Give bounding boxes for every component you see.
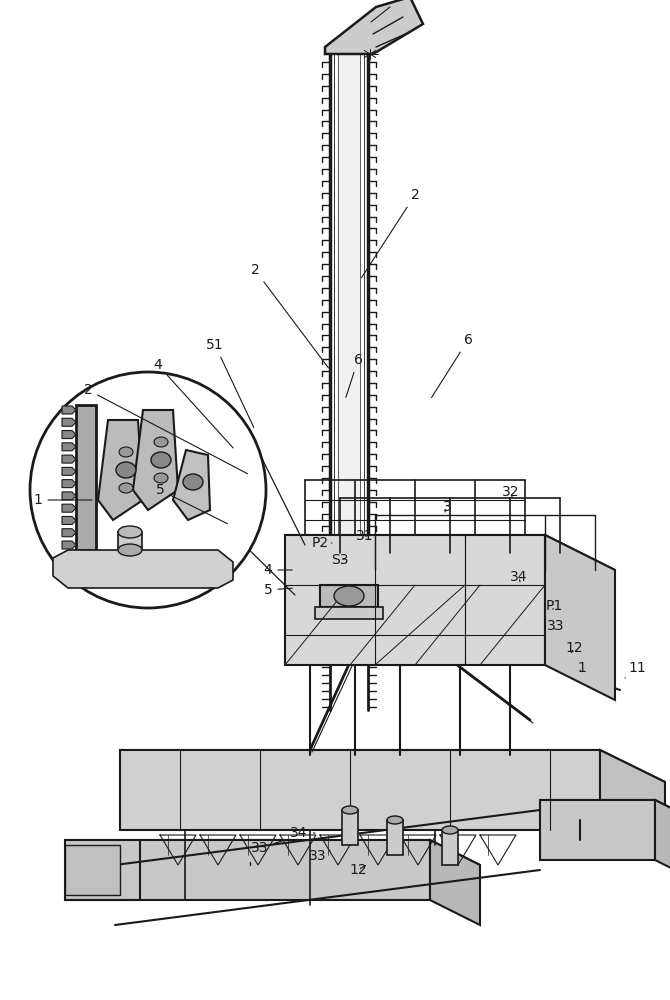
Text: 33: 33	[547, 619, 565, 633]
Text: 34: 34	[290, 826, 315, 840]
Polygon shape	[62, 529, 76, 537]
Text: 2: 2	[84, 383, 247, 474]
Polygon shape	[325, 0, 423, 54]
Polygon shape	[430, 840, 480, 925]
Text: S3: S3	[331, 553, 349, 567]
Polygon shape	[62, 541, 76, 549]
Circle shape	[30, 372, 266, 608]
Ellipse shape	[342, 806, 358, 814]
Polygon shape	[98, 420, 143, 520]
Text: 33: 33	[251, 841, 282, 855]
Text: 5: 5	[155, 483, 228, 524]
Bar	[442, 830, 458, 865]
Bar	[342, 810, 358, 845]
Polygon shape	[120, 750, 600, 830]
Polygon shape	[173, 450, 210, 520]
Bar	[387, 820, 403, 855]
Ellipse shape	[118, 544, 142, 556]
Polygon shape	[540, 800, 655, 860]
Text: P2: P2	[312, 536, 332, 550]
Polygon shape	[62, 480, 76, 488]
Polygon shape	[62, 406, 76, 414]
Polygon shape	[133, 410, 178, 510]
Ellipse shape	[154, 473, 168, 483]
Ellipse shape	[118, 526, 142, 538]
Text: 33: 33	[310, 849, 330, 863]
Text: 31: 31	[356, 529, 374, 543]
Text: P1: P1	[545, 599, 563, 613]
Ellipse shape	[442, 826, 458, 834]
Text: 32: 32	[502, 485, 520, 499]
Text: 4: 4	[153, 358, 233, 448]
Polygon shape	[655, 800, 670, 880]
Ellipse shape	[387, 816, 403, 824]
Ellipse shape	[334, 586, 364, 606]
Text: 1: 1	[578, 661, 586, 675]
Text: 34: 34	[511, 570, 528, 584]
Text: 5: 5	[263, 583, 292, 597]
Polygon shape	[76, 405, 96, 550]
Text: 12: 12	[349, 863, 366, 877]
Polygon shape	[120, 750, 665, 782]
Polygon shape	[600, 750, 665, 862]
Polygon shape	[53, 550, 233, 588]
Bar	[320, 585, 378, 607]
Text: 2: 2	[362, 188, 419, 278]
Text: 1: 1	[34, 493, 92, 507]
Polygon shape	[65, 840, 480, 865]
Ellipse shape	[116, 462, 136, 478]
Polygon shape	[331, 590, 367, 710]
Polygon shape	[285, 535, 545, 665]
Text: 12: 12	[565, 641, 583, 655]
Bar	[118, 532, 142, 550]
Polygon shape	[62, 443, 76, 451]
Text: 6: 6	[431, 333, 472, 398]
Polygon shape	[62, 516, 76, 524]
Bar	[315, 607, 383, 619]
Polygon shape	[62, 455, 76, 463]
Polygon shape	[62, 504, 76, 512]
Polygon shape	[338, 52, 360, 590]
Polygon shape	[62, 467, 76, 475]
Polygon shape	[331, 52, 367, 590]
Polygon shape	[65, 845, 120, 895]
Ellipse shape	[183, 474, 203, 490]
Polygon shape	[545, 535, 615, 700]
Polygon shape	[62, 492, 76, 500]
Polygon shape	[285, 535, 615, 570]
Polygon shape	[62, 431, 76, 439]
Text: 2: 2	[251, 263, 328, 368]
Text: 3: 3	[443, 500, 452, 514]
Polygon shape	[62, 418, 76, 426]
Ellipse shape	[154, 437, 168, 447]
Text: 11: 11	[625, 661, 646, 678]
Ellipse shape	[151, 452, 171, 468]
Text: 51: 51	[206, 338, 254, 427]
Text: 6: 6	[346, 353, 362, 397]
Polygon shape	[65, 840, 430, 900]
Ellipse shape	[119, 447, 133, 457]
Text: 4: 4	[263, 563, 292, 577]
Polygon shape	[540, 800, 670, 820]
Ellipse shape	[119, 483, 133, 493]
